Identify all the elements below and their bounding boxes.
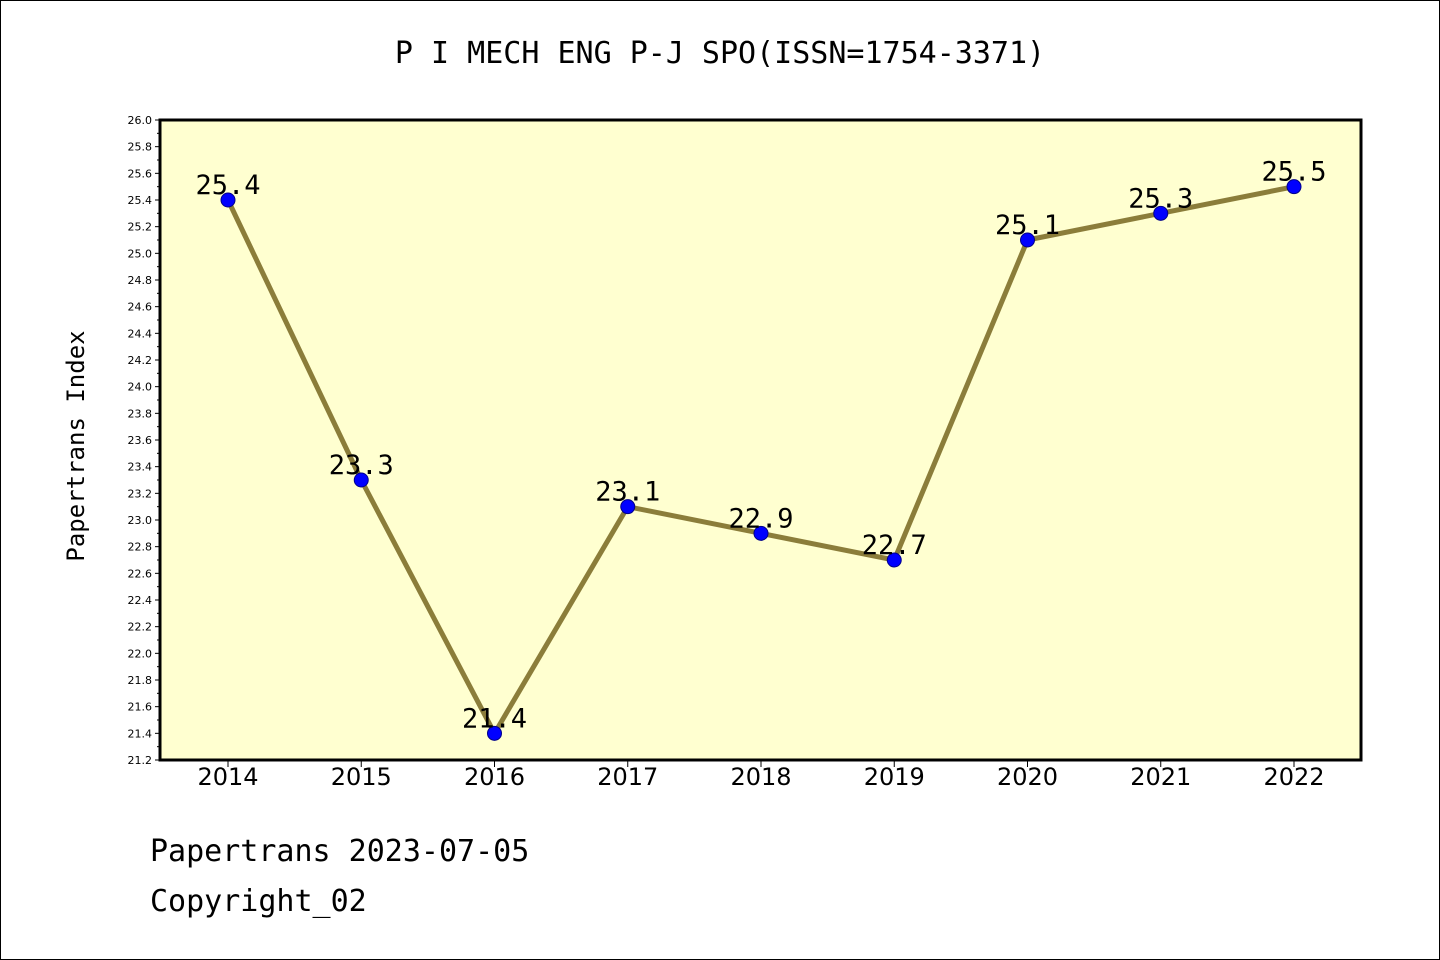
y-axis: 21.2 21.4 21.6 21.8 22.0 22.2 22.4 22.6 22.8 23.0… (128, 114, 160, 767)
y-tick-label: 21.6 (128, 701, 153, 714)
data-point (886, 552, 902, 568)
data-label: 22.9 (728, 503, 793, 534)
y-tick-label: 25.2 (128, 221, 153, 234)
y-tick-label: 23.8 (128, 407, 153, 420)
y-tick-label: 24.6 (128, 301, 153, 314)
data-point (1286, 179, 1302, 195)
y-tick-label: 22.8 (128, 541, 153, 554)
x-tick-label: 2022 (1263, 763, 1324, 791)
y-tick-label: 23.4 (128, 461, 153, 474)
plot-area (160, 120, 1361, 760)
x-tick-label: 2016 (464, 763, 525, 791)
y-tick-label: 22.2 (128, 621, 153, 634)
y-tick-label: 22.6 (128, 567, 153, 580)
data-point (753, 525, 769, 541)
y-tick-label: 25.0 (128, 247, 153, 260)
y-tick-label: 25.6 (128, 167, 153, 180)
x-tick-label: 2015 (331, 763, 392, 791)
x-tick-label: 2017 (597, 763, 658, 791)
y-tick-label: 24.2 (128, 354, 153, 367)
data-label: 22.7 (862, 530, 927, 561)
data-label: 25.4 (195, 170, 260, 201)
plot-border (158, 118, 1363, 762)
data-label: 21.4 (462, 703, 527, 734)
data-label: 23.3 (329, 450, 394, 481)
data-point (1020, 232, 1035, 248)
x-tick-label: 2021 (1130, 763, 1191, 791)
x-tick-label: 2019 (864, 763, 925, 791)
y-tick-label: 21.2 (128, 754, 153, 767)
data-label: 23.1 (595, 477, 660, 508)
data-label: 25.1 (995, 210, 1060, 241)
x-tick-label: 2014 (197, 763, 258, 791)
series-markers (220, 179, 1302, 741)
y-tick-label: 24.0 (128, 381, 153, 394)
data-point (353, 472, 369, 488)
chart-title: P I MECH ENG P-J SPO(ISSN=1754-3371) (394, 36, 1046, 71)
data-label: 25.5 (1261, 157, 1326, 188)
data-point (1153, 205, 1169, 221)
y-tick-label: 22.4 (128, 594, 153, 607)
y-tick-label: 26.0 (128, 114, 153, 127)
y-tick-label: 25.8 (128, 141, 153, 154)
data-point (220, 192, 236, 208)
x-tick-label: 2020 (997, 763, 1058, 791)
y-tick-label: 23.0 (128, 514, 153, 527)
data-point (620, 499, 636, 515)
y-tick-label: 24.8 (128, 274, 153, 287)
data-label: 25.3 (1128, 183, 1193, 214)
y-tick-label: 23.6 (128, 434, 153, 447)
y-tick-label: 21.4 (128, 727, 153, 740)
footer-copyright: Copyright_02 (150, 884, 367, 919)
data-labels: 25.4 23.3 21.4 23.1 22.9 22.7 25.1 25.3 25.5 (195, 157, 1326, 735)
y-tick-label: 23.2 (128, 487, 153, 500)
x-axis: 2014 2015 2016 2017 2018 2019 2020 2021 2022 (197, 760, 1325, 791)
y-tick-label: 24.4 (128, 327, 153, 340)
x-tick-label: 2018 (730, 763, 791, 791)
data-point (487, 725, 502, 741)
y-tick-label: 21.8 (128, 674, 153, 687)
y-tick-label: 22.0 (128, 647, 153, 660)
y-tick-label: 25.4 (128, 194, 153, 207)
footer-date: Papertrans 2023-07-05 (150, 834, 530, 869)
